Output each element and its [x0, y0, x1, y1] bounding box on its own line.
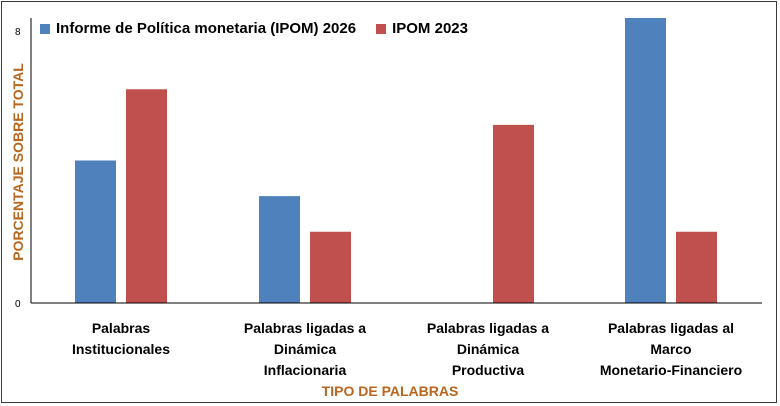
- bar-ipom-2023-cat-1: [126, 89, 167, 303]
- legend-swatch-ipom-2023: [376, 23, 387, 34]
- legend-item-ipom-2023: IPOM 2023: [376, 20, 468, 37]
- category-label-institucionales: Palabras Institucionales: [36, 318, 206, 360]
- category-label-line: Dinámica: [456, 341, 520, 357]
- category-label-line: Institucionales: [71, 341, 171, 357]
- category-label-line: Palabras ligadas a: [243, 320, 367, 336]
- y-tick-label-max: 8: [15, 27, 21, 38]
- bar-ipom-2023-cat-3: [493, 124, 534, 303]
- legend-swatch-ipom-2026: [40, 23, 50, 34]
- x-axis-title: TIPO DE PALABRAS: [321, 383, 459, 399]
- category-label-line: Marco: [650, 341, 692, 357]
- legend-item-ipom-2026: Informe de Política monetaria (IPOM) 202…: [40, 20, 356, 37]
- category-label-line: Monetario-Financiero: [599, 362, 743, 378]
- category-label-monetario-financiero: Palabras ligadas al Marco Monetario-Fina…: [586, 318, 756, 381]
- bar-ipom-2023-cat-4: [676, 231, 717, 303]
- legend-label-ipom-2023: IPOM 2023: [392, 20, 468, 37]
- category-label-inflacionaria: Palabras ligadas a Dinámica Inflacionari…: [220, 318, 390, 381]
- y-tick-label-min: 0: [15, 299, 21, 310]
- category-label-line: Palabras ligadas al: [607, 320, 735, 336]
- category-label-line: Inflacionaria: [263, 362, 347, 378]
- legend: Informe de Política monetaria (IPOM) 202…: [40, 20, 468, 37]
- category-label-line: Palabras ligadas a: [426, 320, 550, 336]
- y-axis-title: PORCENTAJE SOBRE TOTAL: [10, 63, 26, 261]
- category-label-productiva: Palabras ligadas a Dinámica Productiva: [403, 318, 573, 381]
- legend-label-ipom-2026: Informe de Política monetaria (IPOM) 202…: [56, 20, 357, 37]
- category-label-line: Productiva: [451, 362, 525, 378]
- category-label-line: Palabras: [91, 320, 151, 336]
- bar-ipom-2026-cat-1: [75, 160, 116, 303]
- category-label-line: Dinámica: [273, 341, 337, 357]
- bar-ipom-2023-cat-2: [310, 231, 351, 303]
- bar-ipom-2026-cat-4: [625, 18, 666, 303]
- bar-ipom-2026-cat-2: [259, 196, 300, 303]
